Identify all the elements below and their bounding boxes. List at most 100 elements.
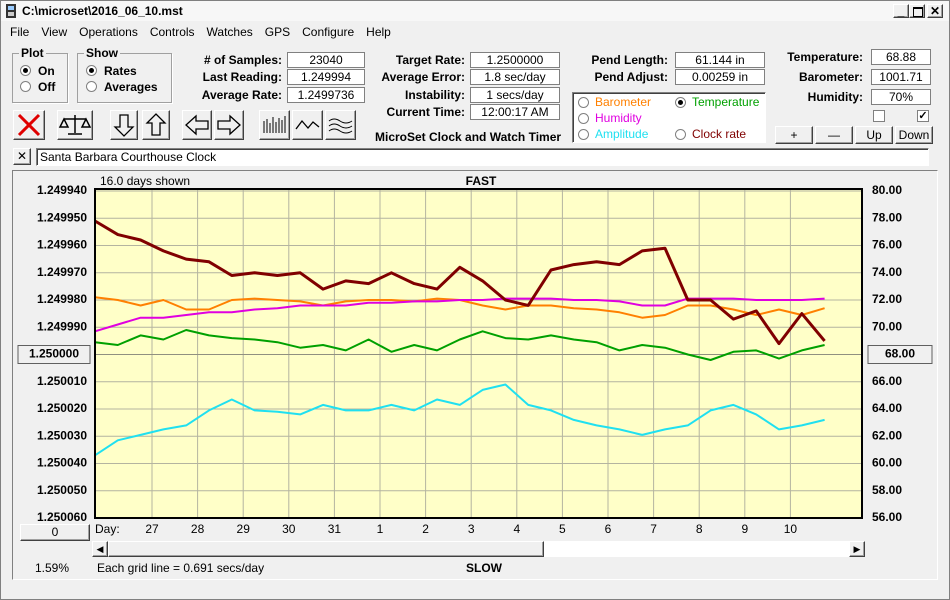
legend-radio[interactable]	[675, 97, 686, 108]
y2-tick-label: 60.00	[872, 456, 902, 470]
y-tick-label: 1.249940	[37, 183, 87, 197]
control-button[interactable]: +	[775, 126, 813, 144]
y-tick-label: 1.249950	[37, 210, 87, 224]
readout-value: 68.88	[871, 49, 931, 65]
scroll-down-button[interactable]	[110, 110, 138, 140]
readout-label: # of Samples:	[203, 53, 282, 67]
menu-item[interactable]: GPS	[264, 25, 291, 39]
top-label: FAST	[466, 174, 497, 188]
maximize-button[interactable]	[909, 4, 925, 18]
y2-tick-label: 72.00	[872, 292, 902, 306]
grid-note: Each grid line = 0.691 secs/day	[97, 561, 264, 575]
control-button[interactable]: Up	[855, 126, 893, 144]
radio-button[interactable]	[86, 81, 97, 92]
app-icon	[6, 4, 16, 18]
series-line	[94, 219, 826, 346]
clear-name-button[interactable]: ✕	[13, 148, 31, 165]
scroll-up-button[interactable]	[142, 110, 170, 140]
minimize-button[interactable]: _	[893, 4, 909, 18]
scroll-track[interactable]	[544, 541, 849, 557]
x-axis-label: Day:	[95, 522, 120, 536]
x-tick-label: 4	[513, 522, 520, 536]
legend-radio[interactable]	[578, 113, 589, 124]
checkbox[interactable]	[873, 110, 885, 122]
x-tick-label: 10	[784, 522, 798, 536]
readout-value: 1 secs/day	[470, 87, 560, 103]
radio-button[interactable]	[20, 81, 31, 92]
radio-label[interactable]: Off	[38, 80, 56, 94]
scroll-left-button[interactable]	[182, 110, 212, 140]
readout-value: 1.2499736	[287, 87, 365, 103]
close-button[interactable]: ✕	[927, 4, 943, 18]
scroll-right-arrow[interactable]: ▶	[849, 541, 865, 557]
y-tick-label: 1.249990	[37, 319, 87, 333]
menu-item[interactable]: Configure	[302, 25, 355, 39]
stop-button[interactable]	[13, 110, 45, 140]
readout-label: Pend Adjust:	[594, 70, 668, 84]
y2-tick-label: 56.00	[872, 510, 902, 524]
readout-label: Last Reading:	[202, 70, 282, 84]
radio-dot	[89, 68, 94, 73]
y-tick-label: 1.250030	[37, 428, 87, 442]
control-button[interactable]: —	[815, 126, 853, 144]
readout-label: Average Rate:	[201, 88, 282, 102]
y-reference-button-label: 1.250000	[29, 347, 79, 361]
legend-label[interactable]: Barometer	[595, 95, 652, 109]
radio-button[interactable]	[20, 65, 31, 76]
legend-radio[interactable]	[578, 97, 589, 108]
menu-item[interactable]: Controls	[149, 25, 195, 39]
readout-label: Pend Length:	[591, 53, 668, 67]
y2-tick-label: 66.00	[872, 374, 902, 388]
group-title: Show	[84, 46, 120, 60]
readout-value: 0.00259 in	[675, 69, 765, 85]
menu-item[interactable]: Watches	[206, 25, 253, 39]
menu-item[interactable]: Help	[366, 25, 391, 39]
x-tick-label: 28	[191, 522, 205, 536]
legend-label[interactable]: Humidity	[595, 111, 642, 125]
legend-label[interactable]: Amplitude	[595, 127, 649, 141]
y-tick-label: 1.249970	[37, 265, 87, 279]
legend-label[interactable]: Clock rate	[692, 127, 747, 141]
radio-label[interactable]: Averages	[104, 80, 158, 94]
y2-tick-label: 74.00	[872, 265, 902, 279]
clock-name-field[interactable]: Santa Barbara Courthouse Clock	[36, 148, 929, 166]
y2-reference-button	[867, 345, 933, 364]
y-tick-label: 1.250040	[37, 456, 87, 470]
y-tick-label: 1.250050	[37, 483, 87, 497]
y2-tick-label: 64.00	[872, 401, 902, 415]
control-button[interactable]: Down	[895, 126, 933, 144]
scroll-right-button[interactable]	[214, 110, 244, 140]
legend-label[interactable]: Temperature	[692, 95, 760, 109]
app-title: MicroSet Clock and Watch Timer	[375, 130, 562, 144]
menu-item[interactable]: View	[41, 25, 68, 39]
scroll-thumb[interactable]	[108, 541, 544, 557]
legend-radio[interactable]	[675, 129, 686, 140]
zero-button[interactable]: 0	[20, 524, 90, 541]
bars-view-button[interactable]	[259, 110, 290, 140]
y-reference-button	[17, 345, 91, 364]
menu-item[interactable]: File	[10, 25, 30, 39]
radio-label[interactable]: Rates	[104, 64, 137, 78]
readout-value: 23040	[287, 52, 365, 68]
group-title: Plot	[19, 46, 46, 60]
calibrate-button[interactable]	[57, 110, 93, 140]
x-tick-label: 1	[377, 522, 384, 536]
y2-tick-label: 76.00	[872, 238, 902, 252]
radio-dot	[23, 68, 28, 73]
readout-value: 1001.71	[871, 69, 931, 85]
x-tick-label: 5	[559, 522, 566, 536]
plot-area	[95, 189, 862, 518]
readout-label: Humidity:	[807, 90, 863, 104]
y-tick-label: 1.250020	[37, 401, 87, 415]
y2-tick-label: 58.00	[872, 483, 902, 497]
series-line	[94, 329, 825, 361]
y-tick-label: 1.250010	[37, 374, 87, 388]
radio-label[interactable]: On	[38, 64, 55, 78]
line-view-button[interactable]	[292, 110, 323, 140]
menu-item[interactable]: Operations	[79, 25, 138, 39]
legend-radio[interactable]	[578, 129, 589, 140]
wave-view-button[interactable]	[325, 110, 356, 140]
scroll-left-arrow[interactable]: ◀	[92, 541, 108, 557]
radio-button[interactable]	[86, 65, 97, 76]
checkbox[interactable]: ✓	[917, 110, 929, 122]
